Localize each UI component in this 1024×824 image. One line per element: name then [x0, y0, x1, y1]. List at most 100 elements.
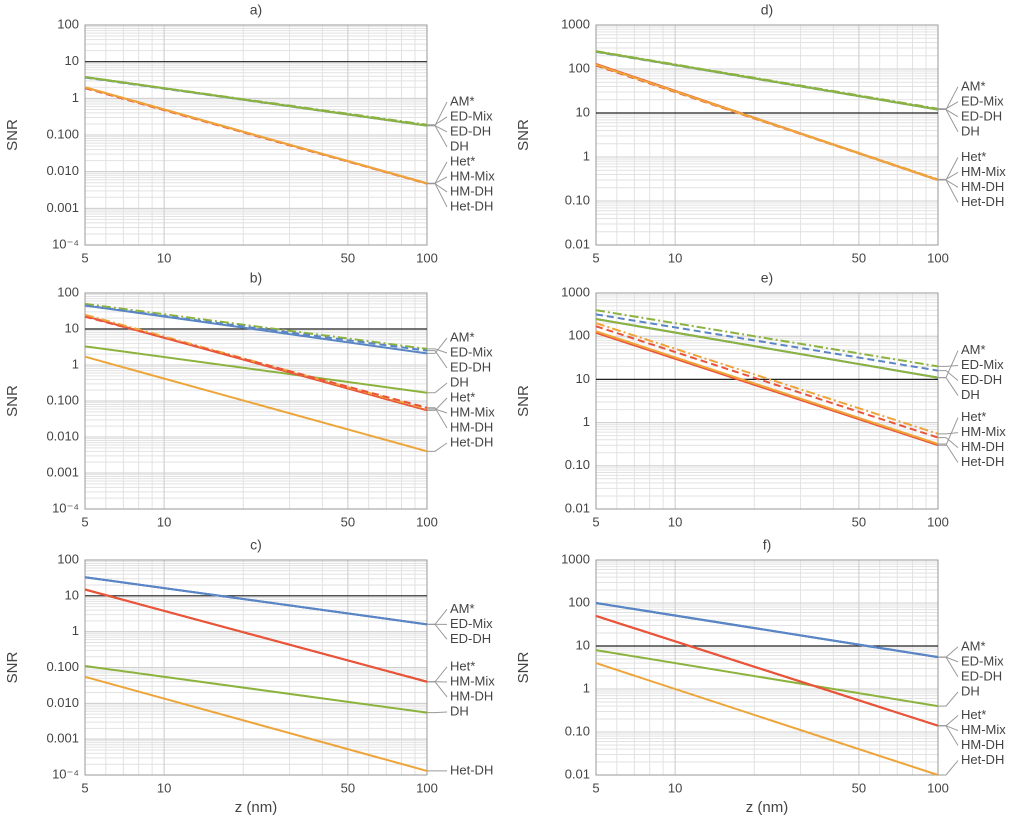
legend-label: HM-Mix	[450, 404, 495, 419]
x-tick-label: 10	[157, 250, 171, 265]
x-tick-label: 5	[81, 250, 88, 265]
legend-connector	[938, 692, 958, 706]
legend-label: HM-DH	[961, 179, 1004, 194]
y-tick-label: 10	[65, 587, 79, 602]
x-tick-label: 10	[668, 780, 682, 795]
chart-title: e)	[761, 270, 773, 286]
chart-title: b)	[250, 270, 262, 286]
legend-label: AM*	[450, 601, 475, 616]
legend-label: Het-DH	[961, 454, 1004, 469]
x-tick-label: 50	[852, 514, 866, 529]
x-tick-label: 100	[416, 780, 438, 795]
legend-label: DH	[961, 683, 980, 698]
x-tick-label: 50	[341, 250, 355, 265]
legend-connector	[938, 351, 958, 378]
legend-label: ED-DH	[450, 631, 491, 646]
legend-label: AM*	[961, 638, 986, 653]
legend-label: HM-DH	[961, 737, 1004, 752]
y-tick-label: 0.100	[46, 126, 79, 141]
y-tick-label: 1	[583, 680, 590, 695]
y-tick-label: 10	[65, 320, 79, 335]
legend-label: Het*	[450, 658, 475, 673]
x-tick-label: 5	[81, 780, 88, 795]
legend-label: Het-DH	[961, 752, 1004, 767]
legend-connector	[427, 609, 447, 624]
legend-label: Het*	[450, 389, 475, 404]
y-tick-label: 0.010	[46, 163, 79, 178]
y-axis-label: SNR	[515, 385, 532, 417]
legend-label: ED-DH	[450, 123, 491, 138]
legend-connector	[938, 761, 958, 775]
legend-label: ED-Mix	[961, 357, 1004, 372]
y-tick-label: 0.010	[46, 695, 79, 710]
legend-label: ED-Mix	[450, 616, 493, 631]
y-axis-label: SNR	[4, 651, 21, 683]
plot-frame	[596, 293, 938, 509]
y-tick-label: 0.001	[46, 731, 79, 746]
y-tick-label: 0.001	[46, 200, 79, 215]
y-tick-label: 1000	[561, 16, 590, 31]
y-tick-label: 100	[57, 284, 79, 299]
y-tick-label: 100	[568, 594, 590, 609]
legend-label: AM*	[450, 329, 475, 344]
y-tick-label: 0.100	[46, 392, 79, 407]
legend-label: ED-DH	[961, 108, 1002, 123]
legend-connector	[938, 647, 958, 657]
legend-connector	[427, 183, 447, 207]
y-tick-label: 100	[57, 16, 79, 31]
y-tick-label: 100	[57, 551, 79, 566]
legend-label: DH	[961, 387, 980, 402]
legend-connector	[938, 716, 958, 726]
legend-connector	[938, 418, 958, 446]
legend-connector	[427, 102, 447, 126]
legend-label: Het*	[961, 707, 986, 722]
y-tick-label: 1	[583, 414, 590, 429]
legend-connector	[938, 110, 958, 132]
x-tick-label: 5	[592, 514, 599, 529]
x-tick-label: 50	[341, 514, 355, 529]
legend-label: Het*	[450, 153, 475, 168]
x-axis-label: z (nm)	[746, 799, 789, 816]
x-tick-label: 50	[852, 250, 866, 265]
chart-title: f)	[763, 537, 772, 553]
y-tick-label: 10⁻⁴	[52, 236, 79, 251]
series-line	[596, 603, 938, 657]
legend-label: HM-Mix	[961, 424, 1006, 439]
legend-label: AM*	[450, 93, 475, 108]
legend-label: HM-Mix	[450, 168, 495, 183]
legend-label: HM-DH	[450, 419, 493, 434]
legend-connector	[427, 443, 447, 451]
legend-label: ED-DH	[961, 668, 1002, 683]
legend-connector	[938, 378, 958, 396]
y-axis-label: SNR	[515, 119, 532, 151]
legend-connector	[938, 657, 958, 677]
legend-label: ED-DH	[450, 359, 491, 374]
y-tick-label: 0.01	[565, 766, 590, 781]
x-tick-label: 5	[592, 780, 599, 795]
y-tick-label: 1000	[561, 284, 590, 299]
y-axis-label: SNR	[515, 651, 532, 683]
legend-connector	[427, 712, 447, 713]
legend-connector	[938, 438, 958, 448]
x-tick-label: 10	[668, 514, 682, 529]
legend-label: AM*	[961, 78, 986, 93]
legend-label: HM-DH	[450, 688, 493, 703]
legend-label: DH	[450, 374, 469, 389]
legend-label: HM-DH	[450, 183, 493, 198]
legend-label: Het-DH	[450, 762, 493, 777]
legend-connector	[427, 162, 447, 183]
y-tick-label: 0.01	[565, 500, 590, 515]
y-tick-label: 10⁻⁴	[52, 766, 79, 781]
legend-connector	[938, 433, 958, 434]
chart-title: c)	[250, 537, 262, 553]
legend-connector	[938, 157, 958, 180]
y-tick-label: 10	[576, 104, 590, 119]
legend-label: Het-DH	[450, 434, 493, 449]
legend-label: ED-DH	[961, 372, 1002, 387]
x-tick-label: 100	[927, 780, 949, 795]
legend-label: HM-Mix	[961, 722, 1006, 737]
legend-label: AM*	[961, 342, 986, 357]
x-tick-label: 50	[341, 780, 355, 795]
legend-label: Het-DH	[450, 198, 493, 213]
y-tick-label: 10	[576, 637, 590, 652]
